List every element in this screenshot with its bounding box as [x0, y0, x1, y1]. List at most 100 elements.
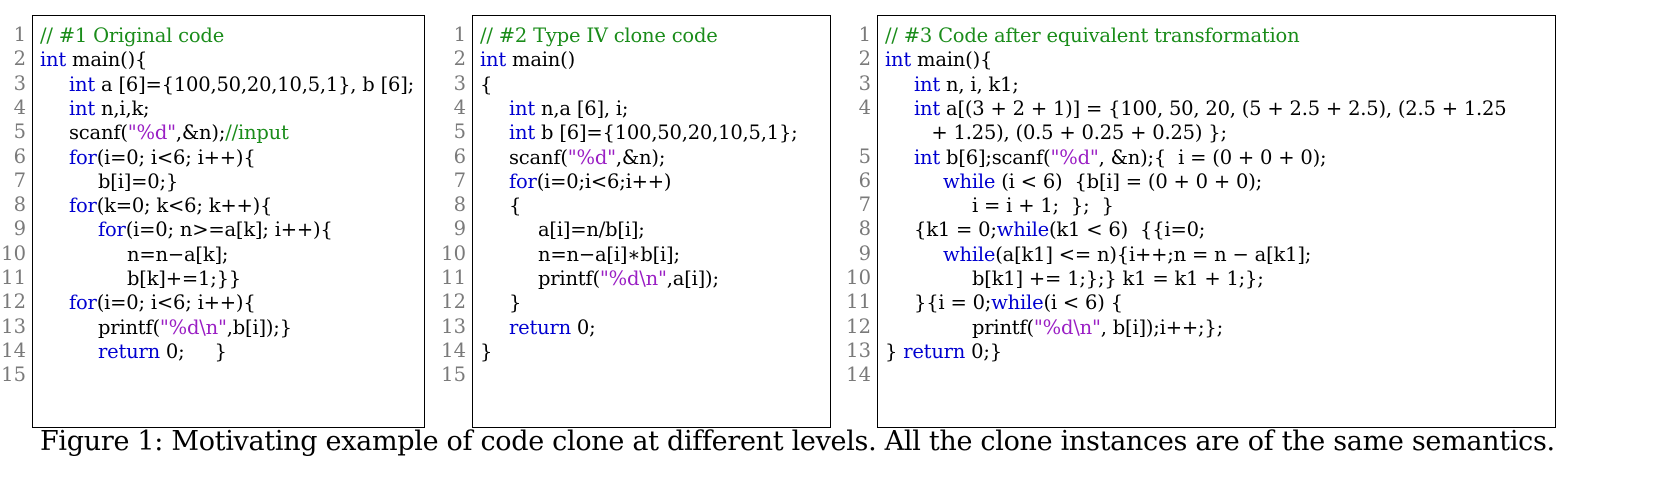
code-string: "%d": [567, 145, 616, 169]
code-text: ,a[i]);: [666, 267, 719, 290]
line-number: 9: [13, 217, 26, 241]
line-number: 4: [13, 95, 26, 119]
code-string: "%d\n": [1033, 315, 1101, 339]
code-text: a [6]={100,50,20,10,5,1}, b [6];: [95, 72, 414, 96]
code-box: // #2 Type IV clone code int main(){int n…: [472, 15, 831, 428]
code-text: 0;: [570, 315, 596, 339]
line-number: 6: [13, 144, 26, 168]
code-text: }: [509, 291, 522, 315]
code-line: while(a[k1] <= n){i++;n = n − a[k1];: [943, 242, 1311, 268]
code-keyword: for: [69, 145, 97, 169]
code-keyword: while: [996, 218, 1050, 242]
code-text: printf(: [538, 267, 600, 290]
code-comment: // #3 Code after equivalent transformati…: [885, 24, 1300, 47]
line-number: 10: [441, 241, 466, 265]
code-keyword: for: [69, 291, 97, 315]
code-line: for(i=0; i<6; i++){: [69, 290, 256, 316]
code-text: ,b[i]);}: [226, 315, 292, 339]
line-number: 13: [441, 314, 466, 338]
line-number: 14: [441, 338, 466, 362]
code-comment: // #1 Original code: [40, 24, 225, 47]
code-line: printf("%d\n", b[i]);i++;};: [972, 315, 1223, 341]
code-text: (i=0; i<6; i++){: [96, 145, 256, 169]
code-keyword: while: [943, 242, 996, 266]
code-text: (i=0; n>=a[k]; i++){: [125, 218, 333, 242]
line-number: 9: [858, 241, 871, 265]
line-number: 7: [13, 168, 26, 192]
code-line: b[i]=0;}: [98, 169, 178, 195]
code-text: a[(3 + 2 + 1)] = {100, 50, 20, (5 + 2.5 …: [940, 96, 1507, 120]
code-text: (i=0;i<6;i++): [536, 169, 672, 193]
line-number-gutter: 1 2 3 4 5 6 7 8 9 10 11 12 13 14 15: [0, 15, 30, 428]
line-number: 5: [858, 144, 871, 168]
code-keyword: return: [98, 339, 160, 363]
code-text: 0; }: [159, 339, 227, 363]
line-number: 14: [846, 363, 871, 387]
code-line: int b[6];scanf("%d", &n);{ i = (0 + 0 + …: [914, 145, 1327, 171]
code-text: (k=0; k<6; k++){: [96, 194, 273, 218]
line-number: 14: [1, 338, 26, 362]
code-line: // #1 Original code: [40, 23, 224, 49]
code-keyword: int: [480, 48, 507, 72]
code-text: main(){: [911, 48, 993, 72]
code-panel-equivalent-transformation: 1 2 3 4 5 6 7 8 9 10 11 12 13 14 // #3 Code after equ…: [845, 15, 1556, 428]
code-text: 0;}: [965, 339, 1002, 363]
code-line: }{i = 0;while(i < 6) {: [914, 290, 1123, 316]
code-line: scanf("%d",&n);: [509, 145, 665, 171]
code-keyword: for: [69, 194, 97, 218]
code-box: // #3 Code after equivalent transformati…: [877, 15, 1556, 428]
code-keyword: for: [509, 169, 537, 193]
code-text: }{i = 0;: [914, 291, 992, 315]
code-text: ,&n);: [615, 145, 666, 169]
code-line: for(k=0; k<6; k++){: [69, 193, 272, 219]
code-text: b [6]={100,50,20,10,5,1};: [535, 121, 798, 145]
line-number: 8: [13, 193, 26, 217]
code-line: {: [509, 193, 521, 219]
code-keyword: while: [991, 291, 1044, 315]
code-line: }: [480, 339, 492, 365]
code-line: for(i=0; n>=a[k]; i++){: [98, 217, 333, 243]
line-number: 8: [453, 193, 466, 217]
line-number: 3: [13, 71, 26, 95]
line-number: 1: [13, 23, 26, 46]
code-keyword: return: [509, 315, 571, 339]
code-line: int n, i, k1;: [914, 72, 1019, 98]
code-keyword: return: [903, 339, 966, 363]
line-number: 5: [453, 120, 466, 144]
line-number: 2: [858, 47, 871, 71]
code-line: n=n−a[i]∗b[i];: [538, 242, 680, 268]
code-line: return 0; }: [98, 339, 227, 365]
line-number: 11: [846, 290, 871, 314]
code-line: printf("%d\n",b[i]);}: [98, 315, 292, 341]
line-number: 12: [1, 290, 26, 314]
code-panel-original: 1 2 3 4 5 6 7 8 9 10 11 12 13 14 15 // #1 Original cod…: [0, 15, 425, 428]
code-box: // #1 Original code int main(){int a [6]=…: [32, 15, 425, 428]
code-text: scanf(: [69, 121, 128, 145]
code-text: scanf(: [509, 145, 568, 169]
line-number: 10: [846, 266, 871, 289]
code-string: "%d\n": [159, 315, 227, 339]
code-line: n=n−a[k];: [127, 242, 228, 268]
line-number: 12: [846, 314, 871, 338]
line-number: 7: [858, 193, 871, 217]
code-string: "%d\n": [599, 267, 667, 290]
code-text: a[i]=n/b[i];: [538, 218, 645, 242]
code-string: "%d": [1050, 145, 1099, 169]
code-text: , &n);{ i = (0 + 0 + 0);: [1098, 145, 1327, 169]
line-number: 8: [858, 217, 871, 241]
code-keyword: int: [40, 48, 67, 72]
line-number: 15: [1, 363, 26, 387]
code-text: i = i + 1; }; }: [972, 194, 1114, 218]
code-keyword: int: [509, 96, 536, 120]
line-number: 2: [13, 47, 26, 71]
code-line: int main(): [480, 47, 575, 73]
code-keyword: int: [885, 48, 912, 72]
code-text: n,i,k;: [95, 96, 150, 120]
code-text: (a[k1] <= n){i++;n = n − a[k1];: [995, 242, 1312, 266]
code-text: printf(: [98, 315, 160, 339]
line-number: 6: [858, 168, 871, 192]
line-number: 3: [453, 71, 466, 95]
line-number: 5: [13, 120, 26, 144]
code-line: } return 0;}: [885, 339, 1002, 365]
line-number: 1: [453, 23, 466, 46]
